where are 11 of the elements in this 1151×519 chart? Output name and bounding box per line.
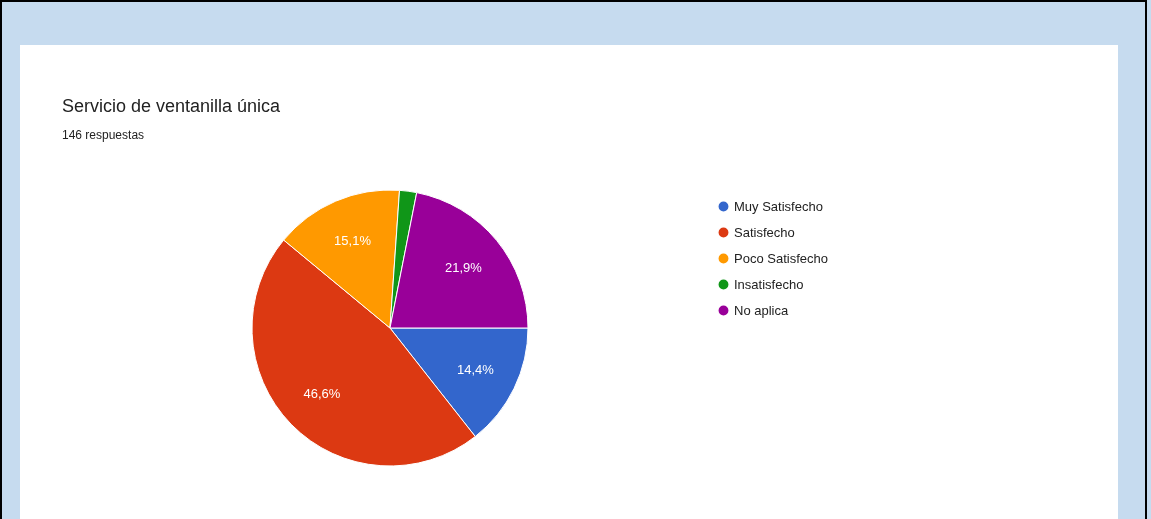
- legend-label: No aplica: [734, 302, 789, 318]
- data-label: 14,4%: [457, 361, 495, 377]
- data-label: 21,9%: [444, 259, 483, 275]
- legend-label: Muy Satisfecho: [734, 198, 823, 214]
- legend-label: Satisfecho: [734, 224, 795, 240]
- data-label: 15,1%: [334, 232, 372, 248]
- text: 146 respuestas: [62, 128, 145, 142]
- legend-label: Poco Satisfecho: [734, 250, 828, 266]
- chart-title: Servicio de ventanilla única: [62, 96, 282, 116]
- data-label: 46,6%: [303, 386, 341, 402]
- legend-label: Insatisfecho: [734, 276, 804, 292]
